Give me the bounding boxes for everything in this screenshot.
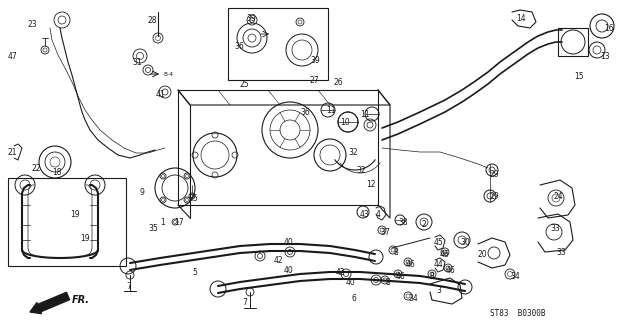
- Text: 8: 8: [430, 272, 435, 281]
- Text: 43: 43: [360, 210, 370, 219]
- Text: 41: 41: [156, 90, 165, 99]
- Text: 21: 21: [8, 148, 17, 157]
- Text: 26: 26: [334, 78, 344, 87]
- Text: 17: 17: [174, 218, 184, 227]
- Text: 6: 6: [352, 294, 357, 303]
- Text: 39: 39: [246, 14, 256, 23]
- Text: 10: 10: [340, 118, 350, 127]
- Text: 13: 13: [600, 52, 610, 61]
- Text: 18: 18: [52, 168, 62, 177]
- Text: 33: 33: [550, 224, 560, 233]
- Text: 46: 46: [446, 266, 456, 275]
- Text: 8-4: 8-4: [164, 71, 174, 76]
- Bar: [8, 178, 126, 266]
- Text: 7: 7: [126, 282, 131, 291]
- Text: 19: 19: [70, 210, 80, 219]
- Text: 30: 30: [460, 238, 470, 247]
- Text: 8: 8: [394, 248, 399, 257]
- Text: 29: 29: [490, 170, 500, 179]
- Text: 9: 9: [140, 188, 145, 197]
- Text: 16: 16: [604, 24, 614, 33]
- Text: 22: 22: [32, 164, 41, 173]
- Text: 40: 40: [284, 238, 294, 247]
- Text: 11: 11: [326, 106, 336, 115]
- Text: 36: 36: [300, 108, 310, 117]
- Text: 5: 5: [192, 268, 197, 277]
- Text: 20: 20: [478, 250, 487, 259]
- Text: 4: 4: [376, 210, 381, 219]
- Text: 38: 38: [398, 218, 408, 227]
- Text: 46: 46: [440, 250, 450, 259]
- Text: 2: 2: [422, 220, 427, 229]
- Text: 46: 46: [406, 260, 416, 269]
- Text: 39: 39: [310, 56, 320, 65]
- Text: 14: 14: [516, 14, 526, 23]
- Text: 3: 3: [436, 286, 441, 295]
- Text: 28: 28: [148, 16, 157, 25]
- Text: 29: 29: [490, 192, 500, 201]
- Text: 31: 31: [132, 58, 142, 67]
- Text: 23: 23: [28, 20, 38, 29]
- Text: 11: 11: [360, 110, 370, 119]
- Text: 8: 8: [386, 278, 391, 287]
- Text: ST83  B0300B: ST83 B0300B: [490, 309, 545, 318]
- Text: 15: 15: [574, 72, 584, 81]
- Bar: [228, 8, 328, 80]
- Text: 27: 27: [310, 76, 320, 85]
- Text: FR.: FR.: [72, 295, 90, 305]
- Text: 42: 42: [274, 256, 284, 265]
- Bar: [558, 28, 588, 56]
- Text: 42: 42: [336, 268, 346, 277]
- Text: 7: 7: [242, 298, 247, 307]
- Text: 25: 25: [240, 80, 250, 89]
- Text: 36: 36: [234, 42, 244, 51]
- Text: 37: 37: [380, 228, 390, 237]
- Text: 35: 35: [188, 194, 198, 203]
- Text: 47: 47: [8, 52, 18, 61]
- Text: 32: 32: [348, 148, 358, 157]
- Text: 1: 1: [160, 218, 165, 227]
- Text: 44: 44: [434, 260, 444, 269]
- Text: 19: 19: [80, 234, 89, 243]
- Text: 34: 34: [510, 272, 520, 281]
- Text: 40: 40: [346, 278, 356, 287]
- Text: 24: 24: [554, 192, 563, 201]
- Text: 32: 32: [356, 166, 366, 175]
- Text: 12: 12: [366, 180, 376, 189]
- Text: 34: 34: [408, 294, 418, 303]
- Text: 40: 40: [284, 266, 294, 275]
- Text: 46: 46: [396, 272, 406, 281]
- Text: 35: 35: [148, 224, 158, 233]
- FancyArrow shape: [30, 292, 70, 314]
- Text: 45: 45: [434, 238, 444, 247]
- Text: 33: 33: [556, 248, 566, 257]
